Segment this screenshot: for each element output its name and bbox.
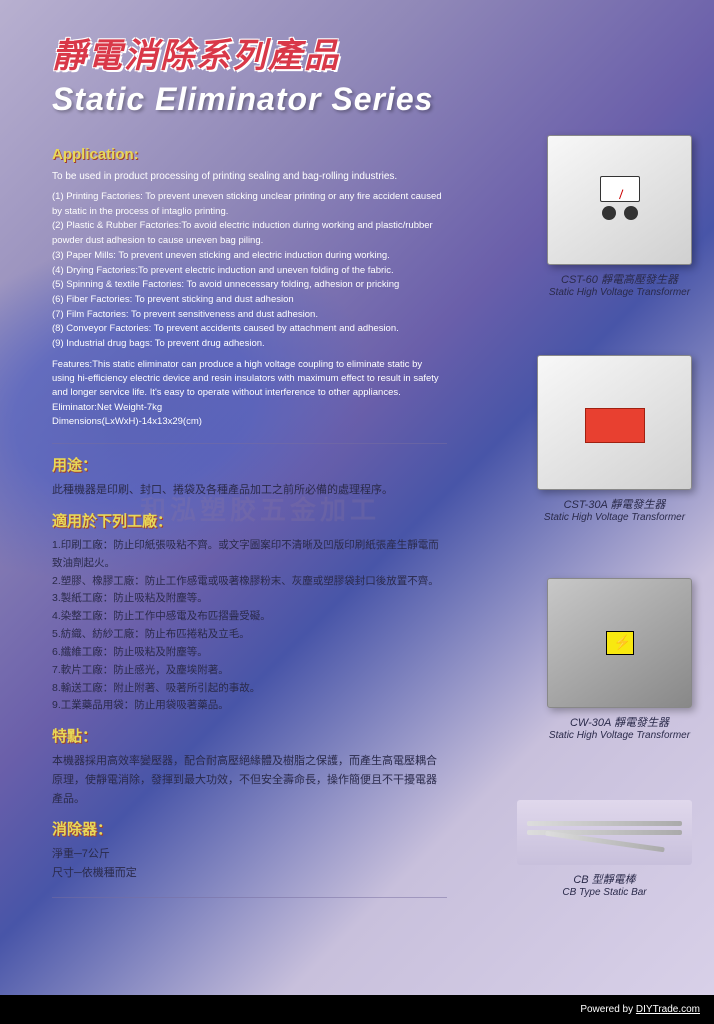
product-cst60-label-en: Static High Voltage Transformer: [547, 287, 692, 298]
suitable-list: 1.印刷工廠：防止印紙張吸粘不齊。或文字圖案印不清晰及凹版印刷紙張產生靜電而致油…: [52, 537, 442, 715]
warning-icon: [606, 631, 634, 655]
characteristics-body: 本機器採用高效率變壓器，配合耐高壓絕緣體及樹脂之保護，而產生高電壓耦合原理，使靜…: [52, 752, 442, 808]
use-body: 此種機器是印刷、封口、捲袋及各種產品加工之前所必備的處理程序。: [52, 481, 442, 500]
product-cst30a: CST-30A 靜電發生器 Static High Voltage Transf…: [537, 355, 692, 523]
eliminator-body: 淨重─7公斤 尺寸─依機種而定: [52, 845, 442, 882]
product-cb-label-ch: CB 型靜電棒: [517, 871, 692, 887]
page-background: 和泓塑胶五金加工 靜電消除系列產品 Static Eliminator Seri…: [0, 0, 714, 995]
product-cw30a-label-ch: CW-30A 靜電發生器: [547, 714, 692, 730]
product-cb-bar: CB 型靜電棒 CB Type Static Bar: [517, 800, 692, 898]
divider-bottom: [52, 897, 447, 898]
product-cst30a-label-en: Static High Voltage Transformer: [537, 512, 692, 523]
product-cst60: CST-60 靜電高壓發生器 Static High Voltage Trans…: [547, 135, 692, 298]
application-body: To be used in product processing of prin…: [52, 169, 447, 184]
divider: [52, 443, 447, 444]
features-text: Features:This static eliminator can prod…: [52, 358, 447, 429]
title-chinese: 靜電消除系列產品: [52, 28, 694, 77]
footer-text: Powered by: [580, 1004, 636, 1015]
product-cw30a-label-en: Static High Voltage Transformer: [547, 730, 692, 741]
title-english: Static Eliminator Series: [52, 81, 694, 118]
redbox-icon: [585, 408, 645, 443]
product-cw30a: CW-30A 靜電發生器 Static High Voltage Transfo…: [547, 578, 692, 741]
product-cw30a-image: [547, 578, 692, 708]
footer-bar: Powered by DIYTrade.com: [0, 995, 714, 1024]
application-list: (1) Printing Factories: To prevent uneve…: [52, 190, 447, 352]
meter-icon: [600, 176, 640, 202]
product-cb-label-en: CB Type Static Bar: [517, 887, 692, 898]
product-cb-bar-image: [517, 800, 692, 865]
product-cst60-label-ch: CST-60 靜電高壓發生器: [547, 271, 692, 287]
footer-link[interactable]: DIYTrade.com: [636, 1004, 700, 1015]
product-cst30a-image: [537, 355, 692, 490]
product-cst30a-label-ch: CST-30A 靜電發生器: [537, 496, 692, 512]
product-cst60-image: [547, 135, 692, 265]
